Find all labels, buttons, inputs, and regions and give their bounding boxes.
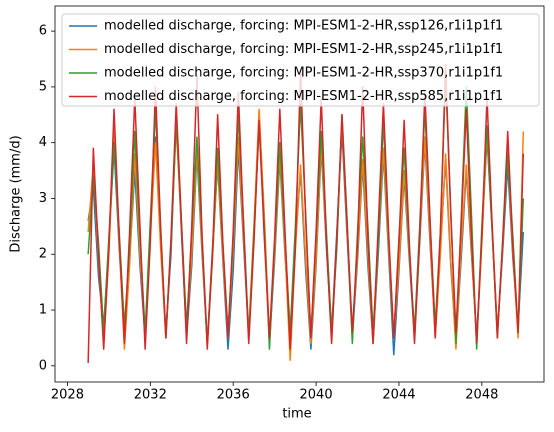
legend-label: modelled discharge, forcing: MPI-ESM1-2-… [104,66,503,81]
x-tick-label: 2040 [300,388,333,403]
y-tick-label: 5 [39,79,47,94]
plot-frame [54,5,545,383]
x-tick-label: 2044 [382,388,415,403]
x-axis-label: time [282,407,311,422]
x-tick-label: 2036 [217,388,250,403]
y-tick-label: 4 [39,135,47,150]
x-tick-label: 2048 [465,388,498,403]
legend-label: modelled discharge, forcing: MPI-ESM1-2-… [104,42,503,57]
x-tick-label: 2032 [134,388,167,403]
y-tick-label: 1 [39,303,47,318]
legend-box [61,13,540,107]
y-axis-label: Discharge (mm/d) [9,135,24,252]
x-tick-label: 2028 [51,388,84,403]
y-tick-label: 3 [39,191,47,206]
y-tick-label: 2 [39,247,47,262]
series-line [87,108,525,361]
y-tick-label: 6 [39,24,47,39]
legend-label: modelled discharge, forcing: MPI-ESM1-2-… [104,89,503,104]
y-tick-label: 0 [39,358,47,373]
series-line [87,63,525,364]
legend-label: modelled discharge, forcing: MPI-ESM1-2-… [104,19,503,34]
